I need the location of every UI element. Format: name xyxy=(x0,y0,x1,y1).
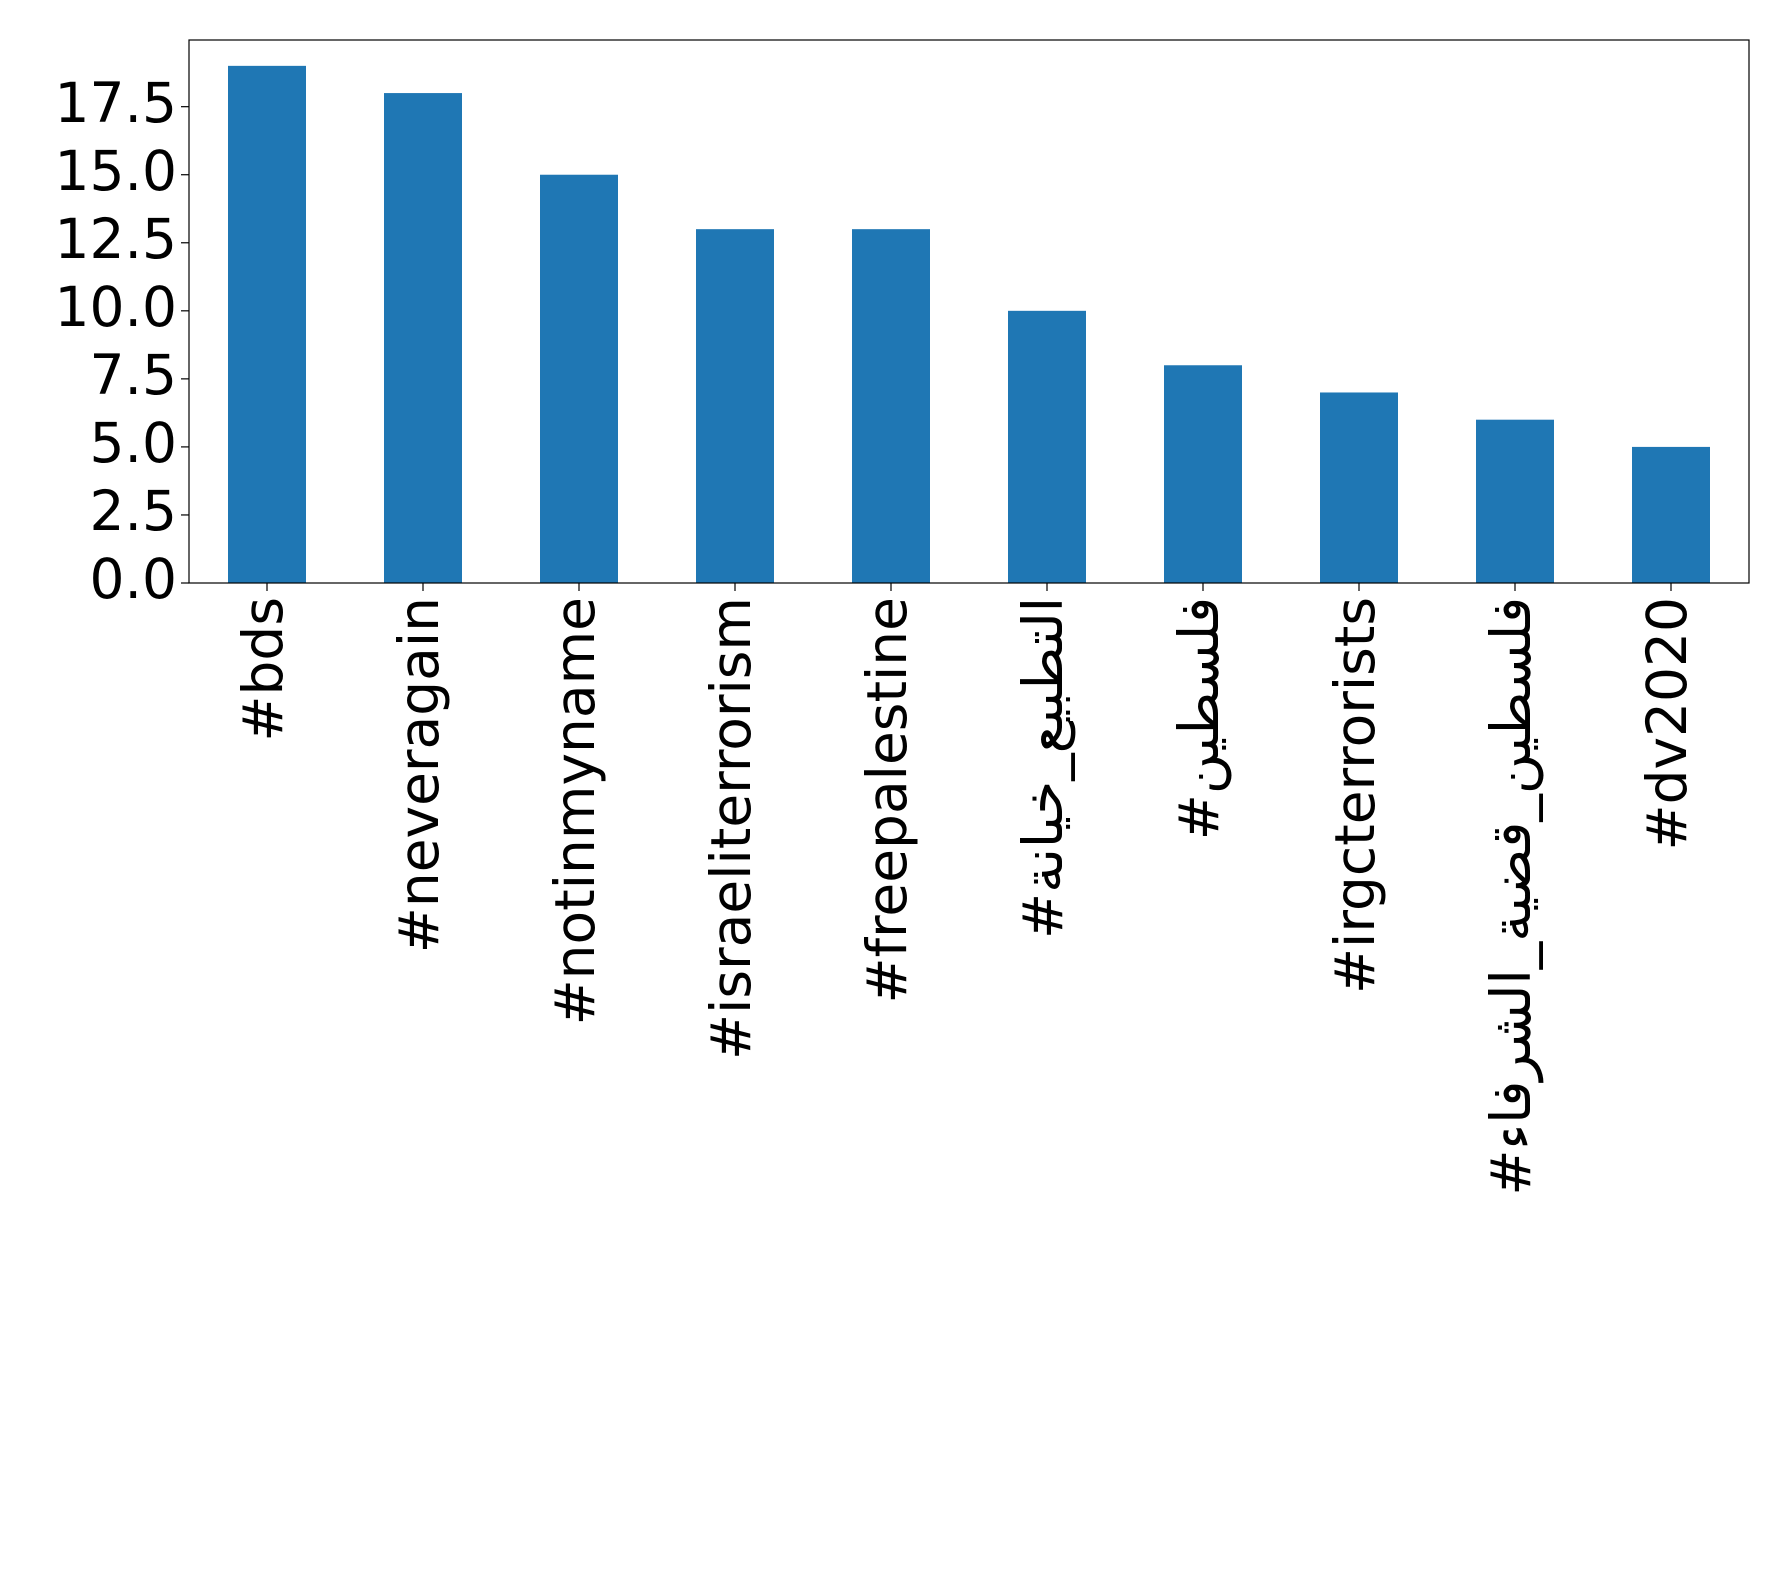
x-tick-label: #فلسطين xyxy=(1167,597,1231,840)
bar xyxy=(384,93,462,583)
bar xyxy=(1164,365,1242,583)
y-tick-label: 7.5 xyxy=(90,343,177,407)
x-tick-label: #neveragain xyxy=(387,597,451,953)
bar xyxy=(1008,310,1086,583)
y-tick-label: 12.5 xyxy=(55,207,177,271)
plot-frame xyxy=(188,39,1750,584)
x-tick-label: #dv2020 xyxy=(1635,597,1699,851)
bar xyxy=(1632,446,1710,583)
x-tick-label: #فلسطين_قضية_الشرفاء xyxy=(1479,597,1543,1196)
x-tick-label: #التطبيع_خيانة xyxy=(1011,597,1076,939)
y-tick-label: 15.0 xyxy=(55,139,177,203)
bar xyxy=(540,174,618,584)
y-tick-label: 0.0 xyxy=(90,547,177,611)
x-tick-label: #freepalestine xyxy=(855,597,919,1003)
y-tick-label: 17.5 xyxy=(55,71,177,135)
bar xyxy=(1476,419,1554,583)
bar xyxy=(1320,392,1398,583)
x-tick-label: #bds xyxy=(231,597,295,742)
bar xyxy=(852,229,930,584)
x-tick-label: #notinmyname xyxy=(543,597,607,1025)
y-tick-label: 2.5 xyxy=(90,479,177,543)
y-tick-label: 10.0 xyxy=(55,275,177,339)
bar xyxy=(696,229,774,584)
bar xyxy=(228,65,306,584)
y-tick-label: 5.0 xyxy=(90,411,177,475)
x-tick-label: #israeliterrorism xyxy=(699,597,763,1060)
x-tick-label: #irgcterrorists xyxy=(1323,597,1387,994)
